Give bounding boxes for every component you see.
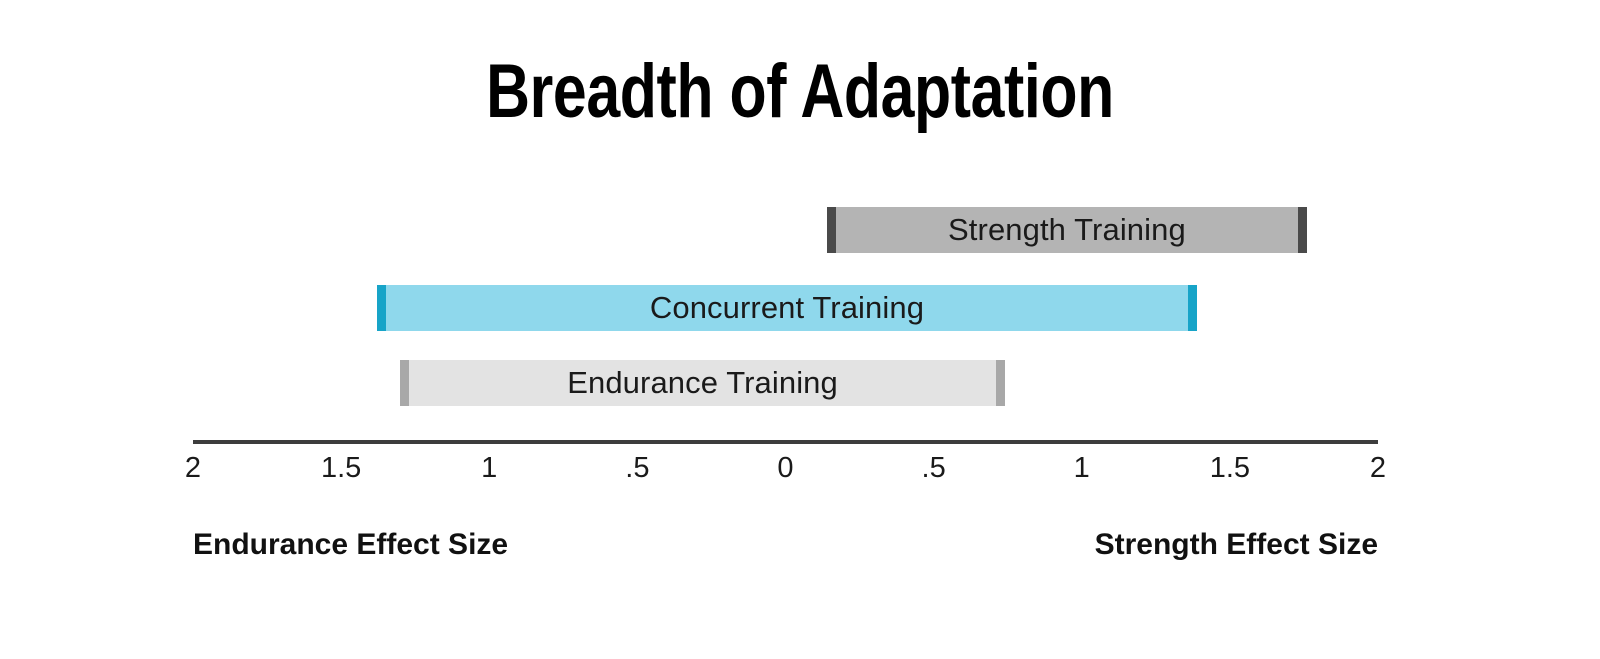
tick-label: 2 [1369,452,1387,484]
bar-label: Concurrent Training [649,290,925,325]
tick-label: 0 [777,452,794,484]
bar-cap-right [1297,207,1307,253]
bar-body [400,360,1005,406]
tick-label: 1.5 [320,452,362,484]
bar-cap-right [995,360,1005,406]
bar-label: Endurance Training [567,365,838,400]
bar-cap-left [376,285,386,331]
tick-label: 1.5 [1209,452,1251,484]
bar-cap-right [1188,285,1198,331]
axis-caption-strength: Strength Effect Size [1094,528,1378,561]
bar-cap-left [400,360,410,406]
tick-label: .5 [625,452,650,484]
x-axis-line [193,440,1378,444]
bar-strength-training: Strength Training [826,207,1307,253]
bar-concurrent-training: Concurrent Training [376,285,1198,331]
bar-body [826,207,1307,253]
bar-body [376,285,1198,331]
bar-cap-left [826,207,836,253]
chart-title: Breadth of Adaptation [486,49,1114,134]
axis-caption-endurance: Endurance Effect Size [193,528,509,561]
tick-label: 1 [481,452,498,484]
bar-endurance-training: Endurance Training [400,360,1005,406]
tick-label: 1 [1073,452,1090,484]
tick-label: .5 [921,452,946,484]
bar-label: Strength Training [948,212,1186,247]
tick-label: 2 [184,452,202,484]
